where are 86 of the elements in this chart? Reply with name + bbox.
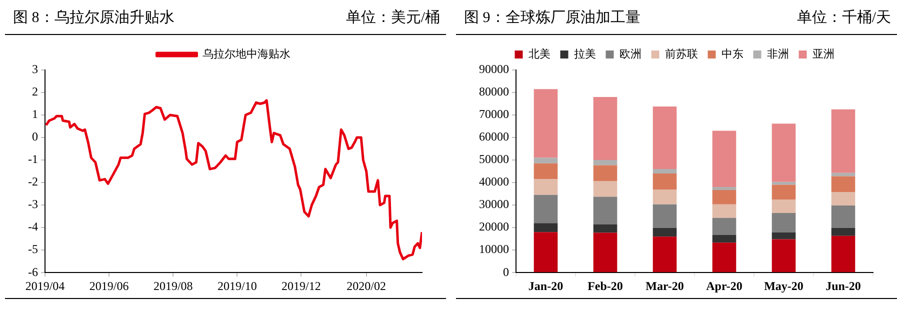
y-tick-label: -1 — [28, 152, 38, 166]
bar — [712, 190, 736, 204]
bar — [712, 235, 736, 243]
bar — [772, 232, 796, 240]
bar — [831, 172, 856, 176]
y-tick-label: -2 — [28, 174, 38, 189]
bar — [534, 232, 558, 272]
bar — [534, 89, 558, 158]
x-tick-label: 2019/04 — [25, 278, 65, 293]
y-tick-label: -5 — [28, 242, 38, 256]
x-tick-label: Jan-20 — [528, 278, 564, 293]
y-tick-label: -4 — [28, 220, 38, 234]
bar — [593, 165, 618, 181]
y-tick-label: 30000 — [479, 197, 509, 212]
x-tick-label: Mar-20 — [646, 278, 684, 293]
y-tick-label: 70000 — [479, 107, 509, 122]
x-tick-label: 2019/12 — [282, 278, 321, 293]
y-tick-label: 0 — [503, 264, 509, 279]
y-tick-label: 40000 — [479, 174, 509, 189]
bar — [593, 232, 618, 272]
bar — [534, 163, 558, 180]
bar — [652, 204, 677, 228]
y-tick-label: 50000 — [479, 152, 509, 166]
bar — [831, 228, 856, 236]
legend-label: 亚洲 — [812, 47, 834, 60]
y-tick-label: -6 — [28, 264, 38, 279]
x-tick-label: 2020/02 — [346, 278, 386, 293]
y-tick-label: -3 — [28, 197, 38, 212]
y-tick-label: 1 — [32, 107, 38, 122]
y-tick-label: 90000 — [479, 62, 509, 76]
x-tick-label: 2019/06 — [89, 278, 129, 293]
bar — [831, 109, 856, 173]
chart-title: 图 9：全球炼厂原油加工量 — [464, 8, 640, 28]
bar — [593, 224, 618, 233]
bar — [712, 242, 736, 272]
bar — [831, 206, 856, 228]
x-tick-label: Feb-20 — [588, 278, 623, 293]
y-tick-label: 3 — [32, 62, 38, 76]
x-tick-label: 2019/10 — [218, 278, 257, 293]
chart-subtitle: 单位：美元/桶 — [346, 8, 440, 28]
legend-label: 非洲 — [766, 47, 789, 60]
bar — [652, 190, 677, 204]
bar — [712, 130, 736, 188]
y-tick-label: 60000 — [479, 130, 509, 144]
y-tick-label: 10000 — [479, 242, 509, 256]
bar — [712, 187, 736, 190]
x-tick-label: 2019/08 — [153, 278, 193, 293]
bar — [712, 218, 736, 236]
legend-label: 拉美 — [574, 47, 596, 60]
bar — [772, 184, 796, 200]
x-tick-label: May-20 — [764, 278, 804, 293]
bar — [772, 212, 796, 233]
bar — [652, 228, 677, 237]
bar — [772, 199, 796, 213]
y-tick-label: 80000 — [479, 84, 509, 99]
bar — [593, 160, 618, 166]
legend-label: 中东 — [721, 47, 744, 60]
bar — [534, 194, 558, 224]
bar — [831, 236, 856, 272]
y-tick-label: 20000 — [479, 220, 509, 234]
bar — [534, 223, 558, 232]
legend-label: 乌拉尔地中海贴水 — [202, 47, 290, 60]
x-tick-label: Jun-20 — [826, 278, 861, 293]
chart-subtitle: 单位：千桶/天 — [796, 8, 891, 28]
legend-label: 北美 — [528, 47, 550, 60]
bar — [593, 196, 618, 224]
legend-label: 前苏联 — [664, 47, 698, 60]
bar — [772, 124, 796, 182]
bar — [534, 158, 558, 164]
bar — [652, 236, 677, 272]
bar — [652, 169, 677, 174]
bar — [772, 182, 796, 185]
bar — [593, 180, 618, 197]
chart-title: 图 8：乌拉尔原油升贴水 — [13, 8, 174, 28]
bar — [831, 176, 856, 192]
y-tick-label: 0 — [32, 130, 38, 144]
bar — [652, 106, 677, 170]
bar — [831, 192, 856, 206]
bar — [534, 179, 558, 195]
bar — [652, 174, 677, 190]
y-tick-label: 2 — [32, 84, 38, 99]
bar — [593, 97, 618, 160]
bar — [772, 239, 796, 272]
legend-label: 欧洲 — [619, 47, 642, 60]
x-tick-label: Apr-20 — [706, 278, 742, 293]
bar — [712, 204, 736, 218]
